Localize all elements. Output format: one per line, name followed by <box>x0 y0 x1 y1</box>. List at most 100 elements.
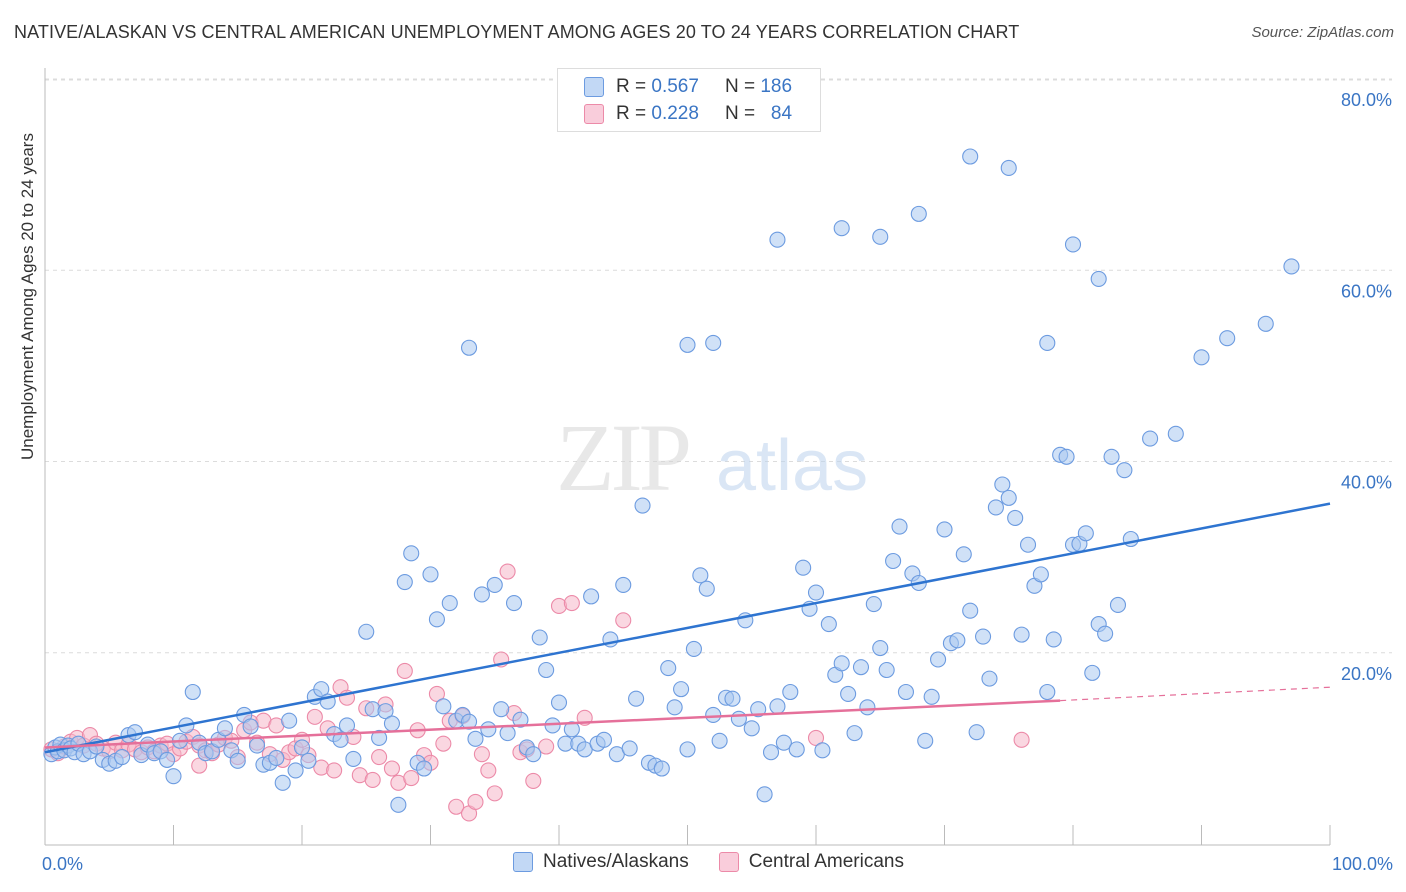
central-americans-point <box>807 729 825 746</box>
natives-alaskans-point <box>724 690 741 707</box>
central-americans-point <box>467 793 484 811</box>
natives-alaskans-point <box>1019 536 1037 553</box>
natives-alaskans-point <box>525 746 542 763</box>
natives-alaskans-point <box>390 796 407 813</box>
natives-alaskans-point <box>345 750 362 767</box>
natives-alaskans-point <box>332 731 349 748</box>
natives-alaskans-point <box>891 518 908 535</box>
axes <box>44 68 1331 846</box>
natives-alaskans-point <box>775 734 792 751</box>
central-americans-point <box>306 708 323 725</box>
natives-alaskans-point <box>679 336 696 353</box>
natives-alaskans-point <box>653 760 670 777</box>
natives-alaskans-point <box>872 639 889 657</box>
central-americans-point <box>428 685 445 702</box>
natives-alaskans-point <box>769 231 786 248</box>
central-americans-point <box>615 612 632 629</box>
legend-r-value: 0.228 <box>651 103 699 124</box>
natives-alaskans-point <box>814 742 831 759</box>
natives-alaskans-point <box>467 730 484 747</box>
natives-alaskans-point <box>531 629 548 646</box>
natives-alaskans-point <box>1077 525 1094 542</box>
natives-alaskans-point <box>795 559 812 576</box>
natives-alaskans-point <box>512 711 529 728</box>
natives-alaskans-point <box>422 566 439 583</box>
legend-n-value: 84 <box>770 103 793 124</box>
central-trend-extension <box>1060 686 1331 702</box>
natives-alaskans-point <box>872 228 889 245</box>
y-tick-label: 60.0% <box>1341 281 1392 301</box>
tick-labels: 20.0% 40.0% 60.0% 80.0% 0.0% 100.0% <box>42 90 1393 874</box>
natives-alaskans-point <box>1000 159 1017 177</box>
natives-alaskans-point <box>711 732 728 749</box>
legend-item-central: Central Americans <box>718 851 904 873</box>
natives-alaskans-point <box>1283 258 1300 275</box>
natives-alaskans-point <box>1257 315 1274 332</box>
natives-alaskans-point <box>480 721 497 738</box>
legend-swatch-central <box>718 852 739 872</box>
natives-alaskans-point <box>769 698 786 715</box>
natives-alaskans-point <box>692 567 709 584</box>
natives-alaskans-point <box>396 573 413 591</box>
natives-alaskans-point <box>383 715 401 732</box>
natives-alaskans-point <box>1045 631 1062 648</box>
natives-alaskans-point <box>1090 270 1107 287</box>
central-americans-point <box>486 785 503 802</box>
natives-alaskans-point <box>987 499 1004 516</box>
natives-alaskans-point <box>859 699 876 716</box>
natives-alaskans-point <box>1064 236 1082 253</box>
legend-r-label: R = <box>616 76 647 97</box>
natives-alaskans-point <box>184 683 201 701</box>
legend-r-label: R = <box>616 103 647 124</box>
legend-row-central: R = 0.228 N = 84 <box>584 102 792 126</box>
central-americans-point <box>1013 731 1030 748</box>
natives-alaskans-point <box>595 731 613 748</box>
natives-alaskans-point <box>865 595 882 613</box>
natives-alaskans-point <box>242 718 259 735</box>
natives-alaskans-point <box>1142 430 1159 447</box>
central-americans-point <box>563 595 580 612</box>
natives-alaskans-point <box>287 762 304 779</box>
natives-alaskans-point <box>981 670 998 687</box>
natives-alaskans-point <box>833 655 850 672</box>
legend-n-value: 186 <box>760 76 793 97</box>
central-americans-point <box>364 771 381 789</box>
trend-lines <box>44 502 1331 754</box>
central-americans-point <box>538 738 555 755</box>
natives-alaskans-point <box>628 690 645 707</box>
natives-alaskans-point <box>705 706 722 724</box>
natives-alaskans-point <box>165 768 182 785</box>
natives-alaskans-point <box>538 661 555 679</box>
natives-alaskans-point <box>897 683 915 701</box>
natives-alaskans-point <box>300 752 317 769</box>
natives-alaskans-point <box>563 721 580 738</box>
natives-alaskans-point <box>756 786 773 803</box>
central-americans-point <box>403 770 420 787</box>
legend-label-central: Central Americans <box>748 851 904 872</box>
y-tick-label: 80.0% <box>1341 90 1392 110</box>
natives-alaskans-point <box>615 576 632 593</box>
natives-alaskans-point <box>634 497 651 514</box>
natives-alaskans-point <box>1039 683 1056 701</box>
watermark-atlas: atlas <box>716 426 868 506</box>
natives-alaskans-point <box>473 586 490 603</box>
natives-alaskans-point <box>371 729 388 746</box>
natives-alaskans-point <box>159 751 176 768</box>
natives-alaskans-point <box>216 720 233 737</box>
legend-row-natives: R = 0.567 N = 186 <box>584 75 792 99</box>
natives-trend-line <box>44 502 1331 754</box>
natives-alaskans-point <box>1000 489 1017 506</box>
natives-alaskans-point <box>428 611 445 628</box>
natives-alaskans-point <box>281 712 298 729</box>
central-americans-point <box>525 772 542 789</box>
natives-alaskans-point <box>878 661 895 679</box>
natives-alaskans-point <box>1058 448 1075 465</box>
natives-alaskans-point <box>962 602 979 619</box>
natives-alaskans-point <box>660 660 677 677</box>
natives-alaskans-point <box>1084 664 1101 681</box>
natives-alaskans-point <box>949 632 966 649</box>
natives-alaskans-point <box>962 148 979 165</box>
natives-alaskans-point <box>114 748 131 766</box>
natives-alaskans-point <box>788 741 805 758</box>
natives-alaskans-point <box>1219 330 1236 347</box>
